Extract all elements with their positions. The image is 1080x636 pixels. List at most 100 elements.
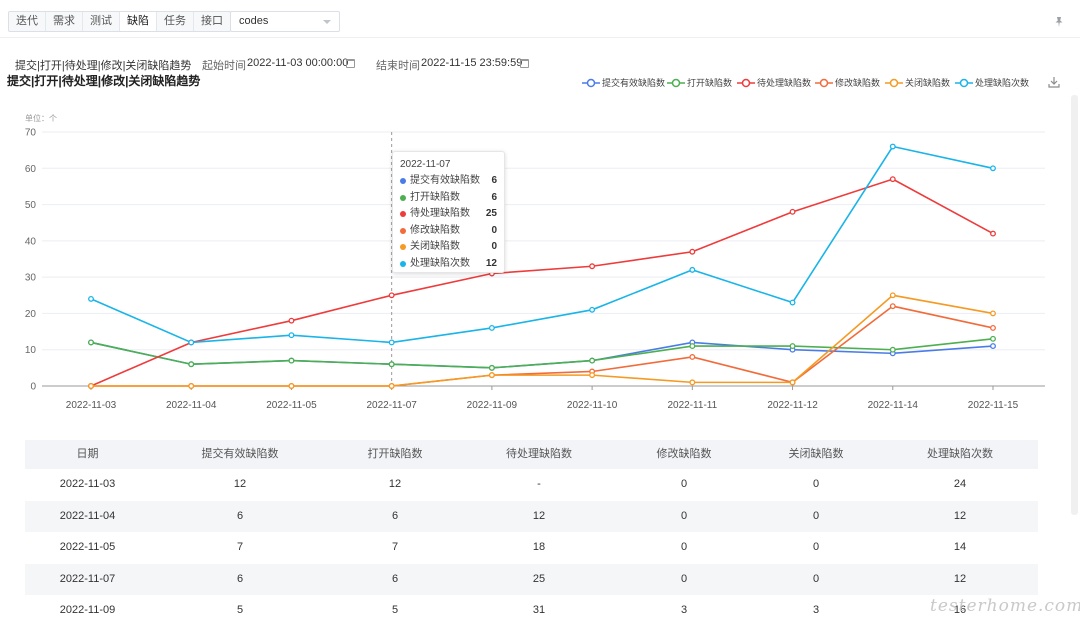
legend-label: 提交有效缺陷数 xyxy=(602,78,666,88)
column-header: 处理缺陷次数 xyxy=(927,448,993,460)
table-cell: 6 xyxy=(391,509,399,522)
table-cell: 7 xyxy=(236,541,244,553)
data-point xyxy=(589,306,596,313)
series-line xyxy=(90,145,994,344)
data-point xyxy=(889,292,896,299)
tooltip-series-name: 提交有效缺陷数 xyxy=(410,175,480,186)
watermark: testerhome.com xyxy=(930,596,1080,616)
table-cell: 0 xyxy=(680,572,688,585)
table-row: 2022-11-04 6 6 12 0 0 12 xyxy=(25,500,1038,532)
data-point xyxy=(789,379,796,386)
table-cell: 6 xyxy=(391,572,399,585)
tooltip-row: 修改缺陷数 0 xyxy=(400,223,497,240)
x-tick-label: 2022-11-05 xyxy=(266,400,317,411)
table-cell: 7 xyxy=(391,541,399,553)
x-tick-label: 2022-11-10 xyxy=(567,400,618,411)
table-cell: 3 xyxy=(680,604,688,616)
pin-icon[interactable] xyxy=(1053,16,1065,28)
table-cell: 2022-11-05 xyxy=(59,541,116,553)
chart-unit-label: 单位：个 xyxy=(25,113,57,123)
tab-requirement[interactable]: 需求 xyxy=(46,12,83,31)
y-tick-label: 60 xyxy=(25,164,37,175)
data-point xyxy=(589,357,596,364)
series-dot-icon xyxy=(400,227,406,234)
data-point xyxy=(990,230,996,237)
data-point xyxy=(88,339,94,346)
x-tick-label: 2022-11-04 xyxy=(166,400,217,411)
data-point xyxy=(388,292,395,299)
column-header: 日期 xyxy=(76,448,99,460)
legend-line-icon xyxy=(955,78,973,88)
tab-defect[interactable]: 缺陷 xyxy=(120,12,157,31)
table-cell: 12 xyxy=(532,509,546,522)
series-dot-icon xyxy=(400,211,406,217)
legend-line-icon xyxy=(667,78,685,88)
tooltip-row: 提交有效缺陷数 6 xyxy=(400,173,497,190)
report-select[interactable]: 提交|打开|待处理|修改|关闭缺陷趋势 xyxy=(15,60,192,72)
project-select[interactable]: codes xyxy=(230,11,340,32)
tab-task[interactable]: 任务 xyxy=(157,12,194,31)
tab-api[interactable]: 接口 xyxy=(201,15,223,27)
start-time-input[interactable]: 2022-11-03 00:00:00 xyxy=(247,57,349,69)
end-time-input[interactable]: 2022-11-15 23:59:59 xyxy=(421,57,523,69)
data-point xyxy=(488,372,495,379)
calendar-icon[interactable] xyxy=(346,59,355,68)
table-cell: 0 xyxy=(812,478,820,490)
tooltip-series-value: 0 xyxy=(491,241,497,252)
data-point xyxy=(689,379,696,386)
table-row: 2022-11-07 6 6 25 0 0 12 xyxy=(25,563,1038,595)
tab-iteration[interactable]: 迭代 xyxy=(9,12,46,31)
tab-test[interactable]: 测试 xyxy=(83,12,120,31)
legend-line-icon xyxy=(582,78,600,88)
table-cell: 12 xyxy=(233,478,247,490)
data-point xyxy=(488,324,495,331)
tooltip-series-name: 修改缺陷数 xyxy=(410,224,460,236)
y-tick-label: 10 xyxy=(25,345,37,356)
y-tick-label: 20 xyxy=(25,309,37,320)
data-point xyxy=(889,303,896,310)
table-cell: 2022-11-04 xyxy=(59,509,116,522)
tooltip-row: 待处理缺陷数 25 xyxy=(400,206,497,223)
download-icon[interactable] xyxy=(1048,76,1060,88)
table-cell: 12 xyxy=(953,572,967,585)
legend-label: 修改缺陷数 xyxy=(835,78,881,88)
data-point xyxy=(188,361,195,368)
legend-line-icon xyxy=(885,78,903,88)
series-dot-icon xyxy=(400,260,406,267)
data-table: 日期 提交有效缺陷数 打开缺陷数 待处理缺陷数 修改缺陷数 关闭缺陷数 处理缺陷… xyxy=(25,440,1038,627)
data-point xyxy=(889,143,896,150)
table-cell: 2022-11-03 xyxy=(59,478,116,490)
vertical-scrollbar[interactable] xyxy=(1071,95,1078,515)
data-point xyxy=(789,299,796,306)
tooltip-date: 2022-11-07 xyxy=(400,159,451,170)
y-tick-label: 70 xyxy=(25,128,37,139)
y-axis: 0 10 20 30 40 50 60 70 xyxy=(25,128,37,393)
table-row: 2022-11-05 7 7 18 0 0 14 xyxy=(25,532,1038,564)
table-cell: 16 xyxy=(953,604,967,616)
data-point xyxy=(990,335,996,342)
data-point xyxy=(689,343,696,350)
calendar-icon[interactable] xyxy=(520,59,529,68)
tooltip-series-name: 打开缺陷数 xyxy=(410,191,460,203)
data-point xyxy=(689,266,696,273)
data-point xyxy=(789,208,796,215)
table-cell: 12 xyxy=(388,478,402,490)
table-cell: 14 xyxy=(953,541,967,553)
table-row: 2022-11-09 5 5 31 3 3 16 xyxy=(25,595,1038,627)
data-point xyxy=(88,295,94,302)
top-toolbar: 迭代 需求 测试 缺陷 任务 接口 codes xyxy=(0,0,1080,38)
y-tick-label: 50 xyxy=(25,200,37,211)
data-point xyxy=(188,339,195,346)
table-cell: 2022-11-07 xyxy=(59,572,116,585)
table-cell: 18 xyxy=(532,541,546,553)
table-cell: 25 xyxy=(532,572,546,585)
tooltip-series-name: 关闭缺陷数 xyxy=(410,241,460,252)
series-line xyxy=(90,178,994,387)
table-cell: 0 xyxy=(812,541,820,553)
data-point xyxy=(88,383,94,389)
tooltip-series-value: 25 xyxy=(485,208,497,219)
legend-line-icon xyxy=(815,78,833,88)
x-axis: 2022-11-03 2022-11-04 2022-11-05 2022-11-07… xyxy=(66,386,1019,411)
legend-label: 关闭缺陷数 xyxy=(905,78,951,88)
x-tick-label: 2022-11-15 xyxy=(968,400,1019,411)
